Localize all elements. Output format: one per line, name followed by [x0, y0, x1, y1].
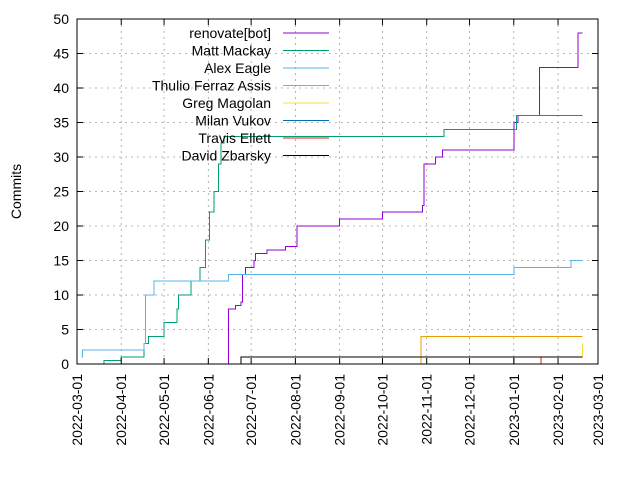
y-axis-label: Commits [8, 164, 24, 219]
x-tick-label: 2022-04-01 [113, 374, 129, 446]
x-tick-label: 2022-07-01 [243, 374, 259, 446]
y-tick-label: 30 [53, 149, 69, 165]
series-line-milan-vukov [512, 356, 583, 365]
y-tick-label: 0 [61, 356, 69, 372]
series-line-matt-mackay [82, 115, 583, 365]
legend-label: Greg Magolan [182, 95, 271, 111]
legend-label: Alex Eagle [204, 60, 271, 76]
y-tick-label: 40 [53, 80, 69, 96]
legend-label: Milan Vukov [195, 113, 271, 129]
legend-label: Thulio Ferraz Assis [152, 78, 271, 94]
y-tick-label: 50 [53, 11, 69, 27]
series-line-travis-ellett [520, 356, 583, 365]
legend-label: David Zbarsky [182, 148, 271, 164]
x-tick-label: 2022-08-01 [287, 374, 303, 446]
legend-label: Matt Mackay [192, 43, 271, 59]
y-tick-label: 20 [53, 218, 69, 234]
y-tick-label: 10 [53, 287, 69, 303]
y-tick-label: 45 [53, 46, 69, 62]
y-tick-label: 15 [53, 253, 69, 269]
legend-label: Travis Ellett [198, 130, 271, 146]
y-tick-label: 35 [53, 115, 69, 131]
y-axis-ticks: 0 5 10 15 20 25 30 35 40 45 50 [53, 11, 598, 372]
x-tick-label: 2022-05-01 [156, 374, 172, 446]
x-tick-label: 2023-03-01 [590, 374, 606, 446]
series-line-alex-eagle [81, 260, 583, 358]
x-tick-label: 2022-11-01 [419, 374, 435, 445]
y-tick-label: 5 [61, 322, 69, 338]
y-tick-label: 25 [53, 184, 69, 200]
series-line-greg-magolan [552, 343, 583, 365]
x-tick-label: 2022-06-01 [200, 374, 216, 446]
x-axis-ticks: 2022-03-01 2022-04-01 2022-05-01 2022-06-01… [69, 19, 606, 446]
series-line-david-zbarsky [239, 356, 583, 365]
series-line-renovate-bot [226, 32, 583, 365]
x-tick-label: 2022-03-01 [69, 374, 85, 446]
x-tick-label: 2022-10-01 [374, 374, 390, 446]
grid-lines [77, 19, 598, 364]
x-tick-label: 2022-12-01 [462, 374, 478, 446]
x-tick-label: 2022-09-01 [332, 374, 348, 446]
legend-label: renovate[bot] [189, 25, 271, 41]
x-tick-label: 2023-01-01 [506, 374, 522, 446]
x-tick-label: 2023-02-01 [550, 374, 566, 446]
